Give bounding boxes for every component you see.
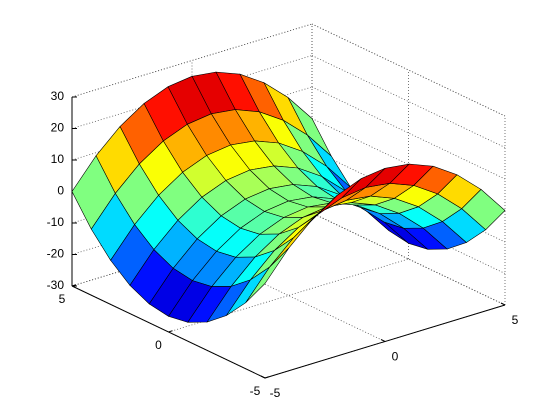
x-tick-label: 5 — [512, 313, 519, 327]
x-tick — [380, 339, 386, 342]
z-tick-label: -20 — [47, 247, 65, 261]
z-tick-label: -30 — [47, 278, 65, 292]
x-tick — [500, 302, 506, 306]
surface-patch — [245, 247, 290, 303]
y-tick — [168, 330, 173, 333]
y-tick-label: 0 — [155, 338, 162, 352]
z-tick-label: 0 — [57, 184, 64, 198]
x-tick-label: -5 — [270, 386, 281, 400]
y-tick — [71, 284, 77, 287]
y-tick-label: -5 — [250, 384, 261, 398]
z-tick-label: 20 — [51, 121, 65, 135]
y-tick-label: 5 — [59, 292, 66, 306]
x-tick-label: 0 — [392, 350, 399, 364]
z-tick-label: -10 — [47, 215, 65, 229]
z-tick-label: 30 — [51, 89, 65, 103]
y-tick — [264, 376, 270, 379]
x-tick — [260, 375, 266, 379]
z-tick-label: 10 — [51, 152, 65, 166]
grid-line — [311, 55, 506, 148]
